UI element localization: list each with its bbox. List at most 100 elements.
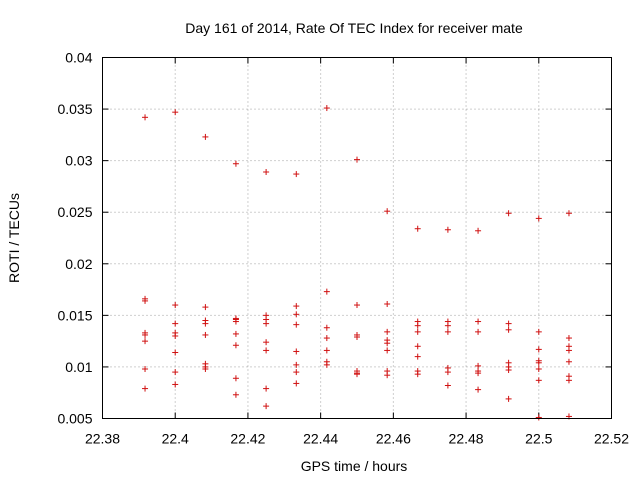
x-axis-label: GPS time / hours: [301, 458, 408, 474]
data-point-plus: [505, 210, 512, 217]
data-point-plus: [172, 320, 179, 327]
data-point-plus: [142, 338, 149, 345]
data-point-plus: [293, 171, 300, 178]
data-point-plus: [202, 304, 209, 311]
data-point-plus: [263, 385, 270, 392]
x-tick-label: 22.4: [162, 431, 189, 447]
data-point-plus: [263, 339, 270, 346]
data-point-plus: [414, 353, 421, 360]
data-point-plus: [535, 365, 542, 372]
data-point-plus: [172, 381, 179, 388]
data-point-plus: [172, 302, 179, 309]
data-point-plus: [142, 297, 149, 304]
data-point-plus: [172, 369, 179, 376]
data-point-plus: [323, 105, 330, 112]
data-point-plus: [475, 227, 482, 234]
data-point-plus: [475, 370, 482, 377]
data-point-plus: [293, 361, 300, 368]
data-point-plus: [444, 226, 451, 233]
data-point-plus: [232, 375, 239, 382]
data-point-plus: [475, 328, 482, 335]
data-point-plus: [232, 318, 239, 325]
data-point-plus: [505, 320, 512, 327]
data-point-plus: [354, 334, 360, 341]
data-point-plus: [202, 320, 209, 327]
data-point-plus: [232, 330, 239, 337]
data-point-plus: [475, 386, 482, 393]
data-point-plus: [444, 322, 451, 329]
data-point-plus: [535, 359, 542, 366]
data-point-plus: [354, 156, 360, 163]
data-point-plus: [172, 109, 179, 116]
data-point-plus: [414, 371, 421, 378]
y-axis-label: ROTI / TECUs: [6, 193, 22, 283]
data-point-plus: [444, 328, 451, 335]
data-point-plus: [172, 349, 179, 356]
data-point-plus: [263, 403, 270, 410]
data-point-plus: [444, 369, 451, 376]
data-point-plus: [323, 288, 330, 295]
data-point-plus: [475, 318, 482, 325]
data-point-plus: [535, 414, 542, 421]
data-points: [142, 105, 572, 421]
data-point-plus: [232, 342, 239, 349]
y-tick-label: 0.025: [57, 204, 92, 220]
data-point-plus: [293, 321, 300, 328]
x-tick-label: 22.42: [230, 431, 265, 447]
data-point-plus: [384, 347, 391, 354]
data-point-plus: [293, 311, 300, 318]
data-point-plus: [535, 346, 542, 353]
y-tick-label: 0.04: [65, 50, 92, 66]
axis-ticks: 22.38 22.4 22.42 22.44 22.46 22.48 22.5 22.52 0.…: [57, 50, 629, 447]
data-point-plus: [535, 328, 542, 335]
data-point-plus: [293, 348, 300, 355]
data-point-plus: [263, 347, 270, 354]
plot-frame: [102, 57, 612, 419]
data-point-plus: [414, 328, 421, 335]
data-point-plus: [565, 347, 572, 354]
data-point-plus: [293, 369, 300, 376]
data-point-plus: [142, 331, 149, 338]
data-point-plus: [202, 133, 209, 140]
data-point-plus: [142, 385, 149, 392]
x-tick-label: 22.48: [449, 431, 484, 447]
data-point-plus: [202, 365, 209, 372]
data-point-plus: [565, 358, 572, 365]
y-tick-label: 0.03: [65, 153, 92, 169]
data-point-plus: [384, 328, 391, 335]
data-point-plus: [202, 331, 209, 338]
y-tick-label: 0.035: [57, 101, 92, 117]
data-point-plus: [505, 367, 512, 374]
x-tick-label: 22.38: [85, 431, 120, 447]
data-point-plus: [414, 343, 421, 350]
data-point-plus: [414, 225, 421, 232]
data-point-plus: [565, 335, 572, 342]
y-tick-label: 0.015: [57, 307, 92, 323]
data-point-plus: [142, 114, 149, 121]
data-point-plus: [535, 377, 542, 384]
data-point-plus: [505, 326, 512, 333]
y-tick-label: 0.005: [57, 411, 92, 427]
data-point-plus: [384, 208, 391, 215]
data-point-plus: [172, 332, 179, 339]
data-point-plus: [384, 340, 391, 347]
x-tick-label: 22.52: [594, 431, 629, 447]
data-point-plus: [142, 365, 149, 372]
data-point-plus: [535, 215, 542, 222]
y-tick-label: 0.01: [65, 359, 92, 375]
data-point-plus: [323, 335, 330, 342]
data-point-plus: [263, 320, 270, 327]
data-point-plus: [444, 382, 451, 389]
data-point-plus: [323, 347, 330, 354]
data-point-plus: [232, 160, 239, 167]
chart-title: Day 161 of 2014, Rate Of TEC Index for r…: [185, 20, 523, 36]
x-tick-label: 22.46: [376, 431, 411, 447]
data-point-plus: [323, 361, 330, 368]
y-tick-label: 0.02: [65, 256, 92, 272]
data-point-plus: [475, 362, 482, 369]
data-point-plus: [232, 391, 239, 398]
data-point-plus: [565, 210, 572, 217]
data-point-plus: [505, 395, 512, 402]
data-point-plus: [354, 302, 360, 309]
x-tick-label: 22.5: [525, 431, 552, 447]
